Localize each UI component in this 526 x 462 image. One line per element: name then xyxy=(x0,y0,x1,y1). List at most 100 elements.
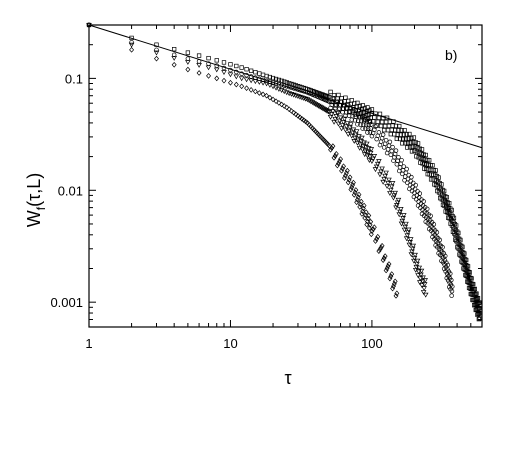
data-point-circle xyxy=(382,141,388,147)
data-point-square xyxy=(331,93,337,98)
data-point-triangle xyxy=(335,121,342,127)
data-point-triangle xyxy=(359,135,365,141)
data-point-diamond xyxy=(196,70,202,76)
data-point-square xyxy=(413,140,418,145)
reference-line-layer xyxy=(88,24,483,149)
y-tick-label: 0.001 xyxy=(50,295,83,310)
data-point-square xyxy=(398,132,403,137)
data-point-circle xyxy=(445,262,451,268)
data-point-triangle xyxy=(295,94,301,100)
data-point-square xyxy=(464,263,470,268)
data-point-square xyxy=(414,154,419,159)
data-point-diamond xyxy=(289,108,294,114)
data-point-square xyxy=(412,144,418,149)
data-point-diamond xyxy=(365,215,371,222)
data-point-circle xyxy=(396,155,401,160)
data-point-square xyxy=(455,245,460,250)
data-point-square xyxy=(270,75,276,81)
data-point-triangle xyxy=(388,187,394,193)
data-point-diamond xyxy=(335,160,341,167)
data-point-diamond xyxy=(367,222,373,228)
data-point-square xyxy=(86,22,92,28)
data-point-triangle xyxy=(301,96,307,102)
data-point-triangle xyxy=(397,207,404,212)
data-point-diamond xyxy=(329,145,335,151)
data-point-square xyxy=(319,92,324,97)
data-point-circle xyxy=(449,277,454,283)
data-point-square xyxy=(289,81,294,87)
data-point-square xyxy=(276,77,282,83)
data-point-triangle xyxy=(415,269,422,275)
data-point-triangle xyxy=(370,156,376,162)
data-point-diamond xyxy=(291,109,297,116)
data-point-square xyxy=(456,246,461,251)
data-point-circle xyxy=(437,237,443,243)
data-point-diamond xyxy=(252,88,258,95)
data-point-circle xyxy=(276,81,282,87)
data-point-square xyxy=(214,58,219,63)
data-point-diamond xyxy=(338,156,344,162)
data-point-triangle xyxy=(338,126,345,132)
data-point-circle xyxy=(449,288,455,294)
data-point-circle xyxy=(196,59,202,64)
data-point-circle xyxy=(267,79,273,85)
data-point-triangle xyxy=(392,190,398,196)
data-point-square xyxy=(391,119,396,124)
data-point-triangle xyxy=(421,286,427,292)
data-point-square xyxy=(412,148,417,154)
data-point-triangle xyxy=(422,292,429,298)
data-point-circle xyxy=(428,213,433,219)
data-point-square xyxy=(467,270,472,275)
data-point-triangle xyxy=(327,114,334,120)
data-point-triangle xyxy=(416,265,423,271)
data-point-circle xyxy=(364,118,370,124)
data-point-square xyxy=(417,146,422,151)
data-point-diamond xyxy=(233,81,239,88)
data-point-circle xyxy=(239,71,244,77)
data-point-square xyxy=(444,199,449,205)
data-point-diamond xyxy=(377,246,383,253)
data-point-square xyxy=(418,160,423,165)
data-point-triangle xyxy=(372,167,379,173)
data-point-square xyxy=(453,228,458,233)
data-point-circle xyxy=(383,137,389,143)
data-point-square xyxy=(410,144,415,149)
x-axis-title: τ xyxy=(284,368,291,388)
data-point-diamond xyxy=(386,261,392,267)
data-point-diamond xyxy=(353,187,359,193)
data-point-triangle xyxy=(420,290,427,295)
data-point-square xyxy=(448,206,453,211)
data-point-square xyxy=(375,119,380,124)
data-point-diamond xyxy=(394,290,400,297)
data-point-triangle xyxy=(415,273,421,279)
data-point-circle xyxy=(388,152,394,158)
data-point-diamond xyxy=(281,103,287,109)
data-point-triangle xyxy=(368,147,375,153)
data-point-circle xyxy=(421,199,426,204)
data-point-square xyxy=(461,250,466,255)
data-point-diamond xyxy=(350,179,356,186)
data-point-circle xyxy=(206,61,211,66)
data-point-circle xyxy=(450,284,455,289)
data-point-square xyxy=(282,79,287,84)
data-point-square xyxy=(380,115,386,121)
data-point-square xyxy=(395,132,400,137)
data-point-square xyxy=(284,80,289,85)
data-point-square xyxy=(458,237,463,243)
data-point-diamond xyxy=(371,224,377,231)
data-point-diamond xyxy=(276,100,282,106)
series-layer xyxy=(86,22,483,322)
data-point-square xyxy=(462,257,468,262)
data-point-square xyxy=(454,223,459,228)
data-point-square xyxy=(257,71,262,76)
data-point-circle xyxy=(273,81,279,86)
data-point-diamond xyxy=(328,146,334,153)
data-point-diamond xyxy=(256,90,262,96)
data-point-circle xyxy=(443,253,448,259)
data-point-diamond xyxy=(362,215,368,221)
data-point-square xyxy=(396,128,401,133)
data-point-diamond xyxy=(206,73,212,79)
data-point-diamond xyxy=(382,253,388,259)
series-triangle-down xyxy=(86,23,429,298)
data-point-square xyxy=(474,296,480,301)
